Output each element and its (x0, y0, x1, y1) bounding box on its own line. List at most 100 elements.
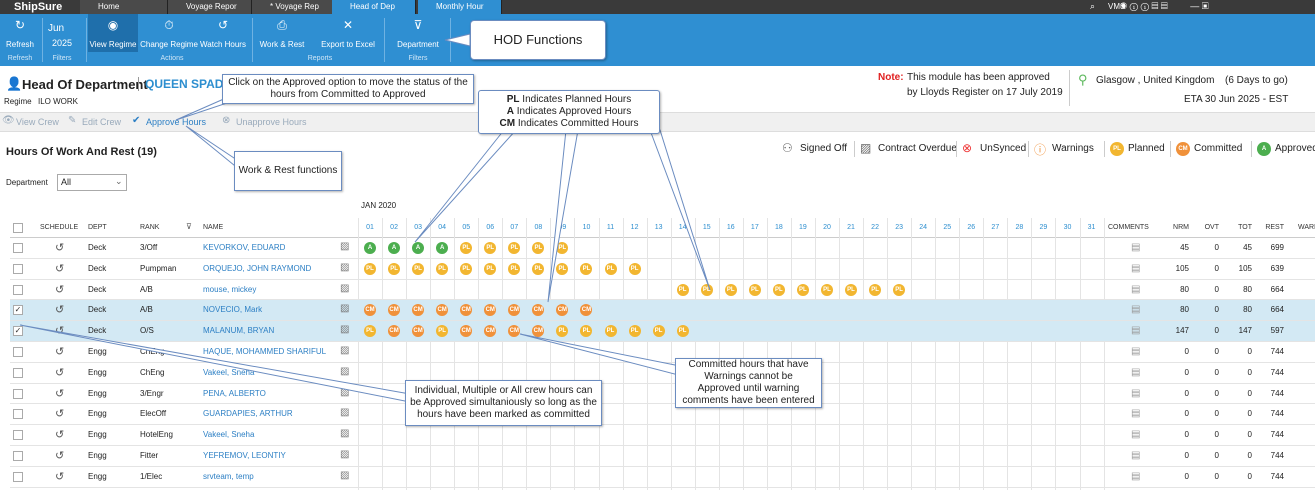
status-cm[interactable]: CM (412, 304, 425, 317)
row-checkbox[interactable] (13, 388, 23, 399)
crew-name[interactable]: srvteam, temp (203, 471, 254, 481)
comment-icon[interactable]: ▤ (1131, 366, 1141, 378)
tab[interactable]: Monthly Hour (418, 0, 502, 14)
status-cm[interactable]: CM (532, 325, 545, 338)
status-cm[interactable]: CM (580, 304, 593, 317)
toolbar-button[interactable]: Approve Hours (146, 117, 207, 127)
status-cm[interactable]: CM (484, 325, 497, 338)
row-checkbox[interactable]: ✓ (13, 326, 23, 337)
status-pl[interactable]: PL (652, 325, 665, 338)
crew-name[interactable]: Vakeel, Sneha (203, 430, 255, 440)
status-a[interactable]: A (388, 242, 401, 254)
month[interactable]: Jun (48, 23, 65, 34)
crew-name[interactable]: MALANUM, BRYAN (203, 326, 275, 336)
crew-name[interactable]: GUARDAPIES, ARTHUR (203, 409, 293, 419)
crew-name[interactable]: NOVECIO, Mark (203, 305, 263, 315)
row-checkbox[interactable] (13, 367, 23, 378)
filter-select[interactable]: All (57, 174, 127, 191)
row-checkbox[interactable] (13, 263, 23, 274)
status-pl[interactable]: PL (460, 242, 473, 254)
status-cm[interactable]: CM (460, 325, 473, 338)
year[interactable]: 2025 (52, 38, 73, 48)
status-cm[interactable]: CM (364, 304, 376, 317)
schedule-icon[interactable]: ↺ (55, 262, 65, 275)
header-checkbox[interactable] (13, 223, 23, 233)
tab[interactable]: Home (80, 0, 168, 14)
status-pl[interactable]: PL (508, 262, 521, 275)
comment-icon[interactable]: ▤ (1131, 325, 1141, 337)
schedule-icon[interactable]: ↺ (55, 450, 65, 462)
row-checkbox[interactable] (13, 409, 23, 420)
status-pl[interactable]: PL (532, 262, 545, 275)
status-cm[interactable]: CM (388, 325, 401, 338)
status-pl[interactable]: PL (484, 242, 497, 254)
comment-icon[interactable]: ▤ (1131, 450, 1141, 461)
comment-icon[interactable]: ▤ (1131, 283, 1141, 295)
status-pl[interactable]: PL (748, 283, 761, 296)
schedule-icon[interactable]: ↺ (55, 470, 65, 483)
crew-name[interactable]: PENA, ALBERTO (203, 388, 266, 398)
row-checkbox[interactable] (13, 471, 23, 482)
row-checkbox[interactable] (13, 243, 23, 253)
crew-name[interactable]: mouse, mickey (203, 284, 257, 294)
ribbon-button[interactable]: View Regime (89, 40, 137, 49)
status-pl[interactable]: PL (820, 283, 833, 296)
status-pl[interactable]: PL (676, 325, 689, 338)
schedule-icon[interactable]: ↺ (55, 346, 65, 358)
schedule-icon[interactable]: ↺ (55, 387, 65, 400)
ribbon-button[interactable]: Export to Excel (321, 40, 375, 49)
row-checkbox[interactable]: ✓ (13, 305, 23, 316)
status-pl[interactable]: PL (676, 283, 689, 296)
crew-name[interactable]: ORQUEJO, JOHN RAYMOND (203, 263, 312, 273)
status-a[interactable]: A (436, 242, 449, 254)
ribbon-button[interactable]: Change Regime (140, 40, 198, 49)
status-cm[interactable]: CM (388, 304, 401, 317)
status-pl[interactable]: PL (436, 262, 449, 275)
status-pl[interactable]: PL (700, 283, 713, 296)
toolbar-button[interactable]: Unapprove Hours (236, 117, 307, 127)
status-pl[interactable]: PL (364, 262, 376, 275)
status-pl[interactable]: PL (604, 262, 617, 275)
status-pl[interactable]: PL (628, 262, 641, 275)
schedule-icon[interactable]: ↺ (55, 429, 65, 442)
crew-name[interactable]: KEVORKOV, EDUARD (203, 243, 286, 252)
status-cm[interactable]: CM (556, 304, 569, 317)
comment-icon[interactable]: ▤ (1131, 408, 1141, 420)
ribbon-button[interactable]: Watch Hours (200, 40, 246, 49)
status-pl[interactable]: PL (508, 242, 521, 254)
row-checkbox[interactable] (13, 451, 23, 461)
status-pl[interactable]: PL (845, 283, 857, 296)
tab[interactable]: Head of Dep (332, 0, 416, 14)
status-pl[interactable]: PL (556, 325, 569, 338)
status-cm[interactable]: CM (412, 325, 425, 338)
schedule-icon[interactable]: ↺ (55, 304, 65, 317)
status-cm[interactable]: CM (508, 325, 521, 338)
status-pl[interactable]: PL (580, 325, 593, 338)
status-pl[interactable]: PL (412, 262, 425, 275)
status-pl[interactable]: PL (556, 242, 569, 254)
status-a[interactable]: A (364, 242, 376, 254)
comment-icon[interactable]: ▤ (1131, 242, 1141, 253)
schedule-icon[interactable]: ↺ (55, 366, 65, 379)
status-pl[interactable]: PL (532, 242, 545, 254)
comment-icon[interactable]: ▤ (1131, 346, 1141, 357)
comment-icon[interactable]: ▤ (1131, 470, 1141, 482)
ribbon-button[interactable]: Work & Rest (259, 40, 305, 49)
status-pl[interactable]: PL (556, 262, 569, 275)
row-checkbox[interactable] (13, 430, 23, 441)
status-pl[interactable]: PL (628, 325, 641, 338)
schedule-icon[interactable]: ↺ (55, 325, 65, 338)
row-checkbox[interactable] (13, 284, 23, 295)
comment-icon[interactable]: ▤ (1131, 429, 1141, 441)
status-pl[interactable]: PL (724, 283, 737, 296)
status-pl[interactable]: PL (460, 262, 473, 275)
crew-name[interactable]: HAQUE, MOHAMMED SHARIFUL (203, 347, 327, 356)
status-pl[interactable]: PL (364, 325, 376, 338)
ribbon-button[interactable]: Department (397, 40, 439, 49)
ribbon-button[interactable]: Refresh (5, 40, 34, 49)
toolbar-button[interactable]: View Crew (16, 117, 59, 127)
comment-icon[interactable]: ▤ (1131, 304, 1141, 316)
status-pl[interactable]: PL (388, 262, 401, 275)
status-pl[interactable]: PL (772, 283, 785, 296)
status-a[interactable]: A (412, 242, 425, 254)
